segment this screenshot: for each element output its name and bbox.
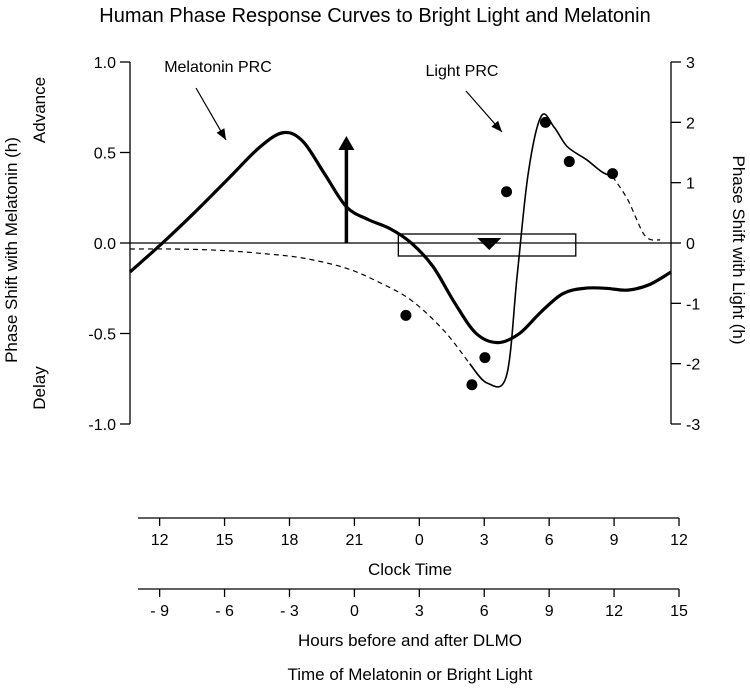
left-axis-title: Phase Shift with Melatonin (h) [2,137,21,363]
left-tick-label: -0.5 [88,327,116,344]
clock-tick-label: 6 [545,532,554,549]
clock-axis-ticks: 12 15 18 21 0 3 6 9 12 [151,518,688,549]
right-tick-label: 1 [686,176,695,193]
right-tick-label: 3 [686,55,695,72]
right-tick-label: 0 [686,236,695,253]
light-prc-point [400,309,412,321]
light-prc-point [563,156,575,168]
light-prc-pointer-head [491,120,502,132]
right-tick-label: -1 [686,296,700,313]
clock-tick-label: 3 [480,532,489,549]
light-prc-label: Light PRC [426,63,499,80]
clock-tick-label: 0 [415,532,424,549]
clock-tick-label: 12 [151,532,169,549]
right-axis-ticks: 3 2 1 0 -1 -2 -3 [671,55,700,434]
melatonin-prc-label: Melatonin PRC [164,59,272,76]
melatonin-dose-arrowhead [338,136,355,151]
chart-title: Human Phase Response Curves to Bright Li… [99,5,650,27]
left-tick-label: 0.5 [94,146,116,163]
dlmo-tick-label: 0 [350,603,359,620]
light-prc-point [539,116,551,128]
light-prc-point [607,168,619,180]
dlmo-tick-label: - 6 [215,603,234,620]
left-tick-label: 0.0 [94,236,116,253]
light-prc-point [501,186,513,198]
clock-tick-label: 15 [216,532,234,549]
light-prc-points [400,116,619,391]
footer-label: Time of Melatonin or Bright Light [287,665,532,684]
dlmo-tick-label: 15 [670,603,688,620]
clock-tick-label: 21 [346,532,364,549]
clock-tick-label: 12 [670,532,688,549]
dlmo-axis-ticks: - 9 - 6 - 3 0 3 6 9 12 15 [150,589,688,620]
light-prc-point [466,379,478,391]
dlmo-tick-label: 12 [605,603,623,620]
light-prc-dashed-left [129,248,471,365]
melatonin-prc-pointer-head [216,128,226,140]
left-axis-ticks: 1.0 0.5 0.0 -0.5 -1.0 [88,55,130,434]
dlmo-tick-label: - 3 [280,603,299,620]
light-prc-solid [469,113,613,388]
light-exposure-box [397,233,577,257]
right-tick-label: -2 [686,357,700,374]
light-midpoint-triangle [477,238,502,250]
light-prc-dashed-right [612,176,661,241]
delay-label: Delay [30,366,49,410]
clock-axis-title: Clock Time [368,560,452,579]
dlmo-tick-label: 6 [480,603,489,620]
right-tick-label: 2 [686,115,695,132]
right-axis-title: Phase Shift with Light (h) [729,156,748,345]
light-prc-point [479,352,491,364]
melatonin-prc-line [128,130,672,345]
right-tick-label: -3 [686,417,700,434]
dlmo-tick-label: 3 [415,603,424,620]
clock-tick-label: 9 [610,532,619,549]
left-tick-label: -1.0 [88,417,116,434]
clock-tick-label: 18 [281,532,299,549]
dlmo-axis-title: Hours before and after DLMO [298,631,522,650]
left-tick-label: 1.0 [94,55,116,72]
dlmo-tick-label: 9 [545,603,554,620]
dlmo-tick-label: - 9 [150,603,169,620]
advance-label: Advance [30,77,49,143]
